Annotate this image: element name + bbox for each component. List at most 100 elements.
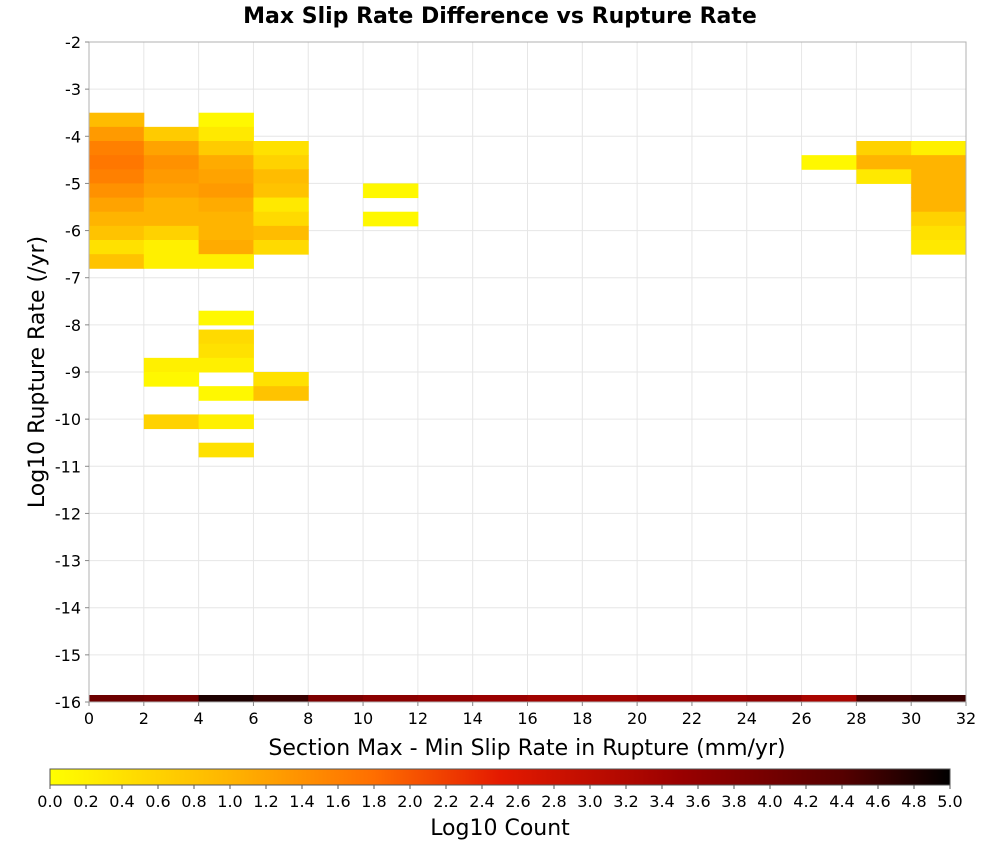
heatmap-cell [856,169,912,184]
heatmap-cell [691,695,748,702]
heatmap-cell [253,225,309,241]
heatmap-cell [472,695,528,702]
heatmap-cell [89,225,145,241]
x-tick-label: 14 [463,709,483,728]
heatmap-cell [801,155,857,170]
heatmap-cell [198,141,254,156]
heatmap-cell [143,141,200,156]
colorbar-gradient [49,768,951,786]
x-tick-label: 28 [846,709,866,728]
heatmap-cell [198,211,254,227]
x-tick-label: 2 [139,709,149,728]
heatmap-cell [911,141,967,156]
heatmap-cell [198,155,254,170]
heatmap-cell [89,141,145,156]
heatmap-cell [143,197,200,213]
colorbar-tick-label: 1.4 [289,792,314,811]
heatmap-cell [911,211,967,227]
y-tick-label: -10 [55,410,81,429]
heatmap-cell [582,695,638,702]
colorbar-tick-label: 1.8 [361,792,386,811]
heatmap-cell [911,197,967,213]
y-tick-label: -8 [65,316,81,335]
y-tick-label: -14 [55,599,81,618]
colorbar-tick-label: 2.6 [505,792,530,811]
heatmap-cell [856,155,912,170]
heatmap-cell [143,254,200,269]
y-tick-label: -11 [55,457,81,476]
heatmap-cells [89,112,967,702]
heatmap-cell [527,695,583,702]
x-tick-label: 0 [84,709,94,728]
y-tick-label: -5 [65,174,81,193]
heatmap-cell [911,225,967,241]
heatmap-cell [253,155,309,170]
colorbar-tick-label: 3.2 [613,792,638,811]
heatmap-cell [143,183,200,199]
heatmap-cell [253,183,309,199]
heatmap-cell [198,343,254,359]
heatmap-cell [911,183,967,199]
y-tick-label: -2 [65,33,81,52]
heatmap-cell [143,240,200,255]
heatmap-cell [253,240,309,255]
colorbar-tick-label: 2.0 [397,792,422,811]
heatmap-cell [363,183,419,199]
heatmap-cell [143,357,200,373]
heatmap-cell [89,126,145,142]
heatmap-cell [89,155,145,170]
heatmap-cell [253,197,309,213]
heatmap-cell [911,155,967,170]
heatmap-cell [198,225,254,241]
colorbar-tick-label: 0.8 [181,792,206,811]
colorbar-tick-label: 1.0 [217,792,242,811]
colorbar-tick-label: 4.8 [901,792,926,811]
heatmap-cell [253,372,309,387]
x-axis-label: Section Max - Min Slip Rate in Rupture (… [268,736,785,761]
heatmap-cell [143,414,200,430]
colorbar-tick-label: 4.4 [829,792,854,811]
colorbar-tick-label: 3.8 [721,792,746,811]
x-axis-ticks: 0 2 4 6 8 10 12 14 16 18 20 22 24 26 28 30 32 [84,702,976,728]
heatmap-cell [198,414,254,430]
heatmap-cell [198,329,254,345]
colorbar-tick-label: 3.0 [577,792,602,811]
colorbar-tick-label: 1.2 [253,792,278,811]
x-tick-label: 6 [248,709,258,728]
heatmap-cell [911,240,967,255]
colorbar-tick-label: 3.4 [649,792,674,811]
y-tick-label: -16 [55,693,81,712]
y-tick-label: -6 [65,222,81,241]
heatmap-cell [198,386,254,401]
heatmap-cell [363,695,419,702]
heatmap-cell [198,126,254,142]
heatmap-cell [198,357,254,373]
heatmap-cell [198,112,254,128]
heatmap-cell [89,254,145,269]
colorbar: 0.0 0.2 0.4 0.6 0.8 1.0 1.2 1.4 1.6 1.8 2.0 2.2 2.4 2… [37,768,963,841]
heatmap-cell [143,169,200,184]
heatmap-cell [143,126,200,142]
y-axis-ticks: -2 -3 -4 -5 -6 -7 -8 -9 -10 -11 -12 -13 -14 -15 -16 [55,33,89,712]
heatmap-cell [143,372,200,387]
x-tick-label: 18 [572,709,592,728]
y-tick-label: -9 [65,363,81,382]
colorbar-tick-label: 4.0 [757,792,782,811]
heatmap-cell [198,254,254,269]
y-tick-label: -15 [55,646,81,665]
colorbar-tick-label: 5.0 [937,792,962,811]
heatmap-cell [89,240,145,255]
x-tick-label: 26 [791,709,811,728]
heatmap-cell [198,442,254,458]
heatmap-cell [253,695,309,702]
heatmap-cell [89,112,145,128]
heatmap-cell [253,141,309,156]
heatmap-cell [198,183,254,199]
heatmap-cell [253,386,309,401]
x-tick-label: 12 [408,709,428,728]
heatmap-cell [363,211,419,227]
colorbar-tick-label: 0.6 [145,792,170,811]
x-tick-label: 30 [901,709,921,728]
y-axis-label: Log10 Rupture Rate (/yr) [25,236,50,508]
